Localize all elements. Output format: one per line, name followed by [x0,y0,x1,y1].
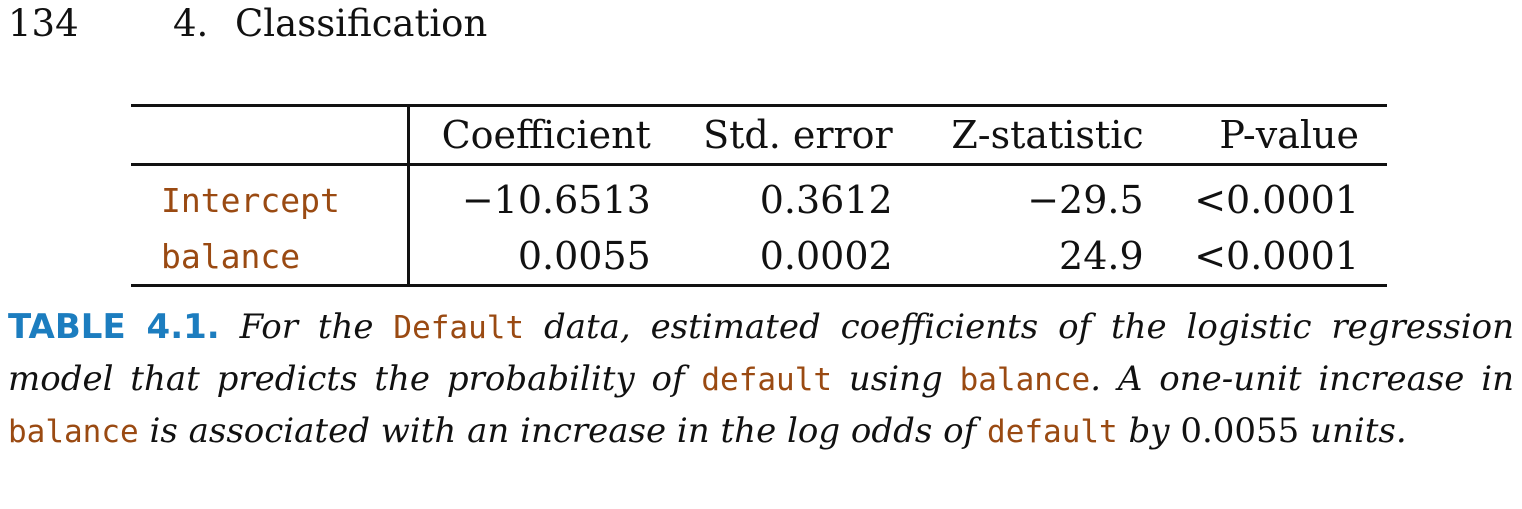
cell-coefficient: −10.6513 [461,178,651,222]
caption-text: . A one-unit increase in [1090,359,1515,399]
table-row: Intercept −10.6513 0.3612 −29.5 <0.0001 [131,164,1387,228]
cell-p-value: <0.0001 [1194,234,1359,278]
caption-text: For the [239,307,374,347]
caption-label: TABLE 4.1. [8,307,220,347]
table-caption: TABLE 4.1. For the Default data, estimat… [8,302,1514,458]
cell-z-statistic: 24.9 [1059,234,1144,278]
caption-number: 0.0055 [1180,411,1300,451]
table-row: balance 0.0055 0.0002 24.9 <0.0001 [131,228,1387,286]
column-header-coefficient: Coefficient [441,113,651,157]
column-header-blank [131,105,410,165]
row-label: balance [131,228,410,286]
row-label: Intercept [131,164,410,228]
cell-p-value: <0.0001 [1194,178,1359,222]
caption-text: is associated with an increase in the lo… [149,411,977,451]
caption-code-default: default [987,414,1118,450]
caption-text: data, estimated coefficients of the logi… [8,307,1515,399]
caption-text: units. [1310,411,1407,451]
table-header-row: Coefficient Std. error Z-statistic P-val… [131,105,1387,165]
caption-code-default: default [701,362,833,398]
cell-std-error: 0.0002 [759,234,893,278]
coefficient-table: Coefficient Std. error Z-statistic P-val… [131,104,1387,287]
cell-z-statistic: −29.5 [1027,178,1144,222]
column-header-std-error: Std. error [703,113,893,157]
column-header-p-value: P-value [1219,113,1359,157]
running-head: 134 4. Classification [8,2,487,46]
row-label-code: balance [161,237,301,276]
caption-text: using [848,359,943,399]
column-header-z-statistic: Z-statistic [951,113,1144,157]
caption-code-default-dataset: Default [393,310,525,346]
chapter-title: Classification [235,2,488,45]
caption-code-balance: balance [8,414,139,450]
cell-coefficient: 0.0055 [517,234,651,278]
chapter-number: 4. [173,2,209,45]
caption-text: by [1128,411,1170,451]
caption-code-balance: balance [959,362,1091,398]
row-label-code: Intercept [161,181,340,220]
cell-std-error: 0.3612 [759,178,893,222]
page-number: 134 [8,2,79,45]
